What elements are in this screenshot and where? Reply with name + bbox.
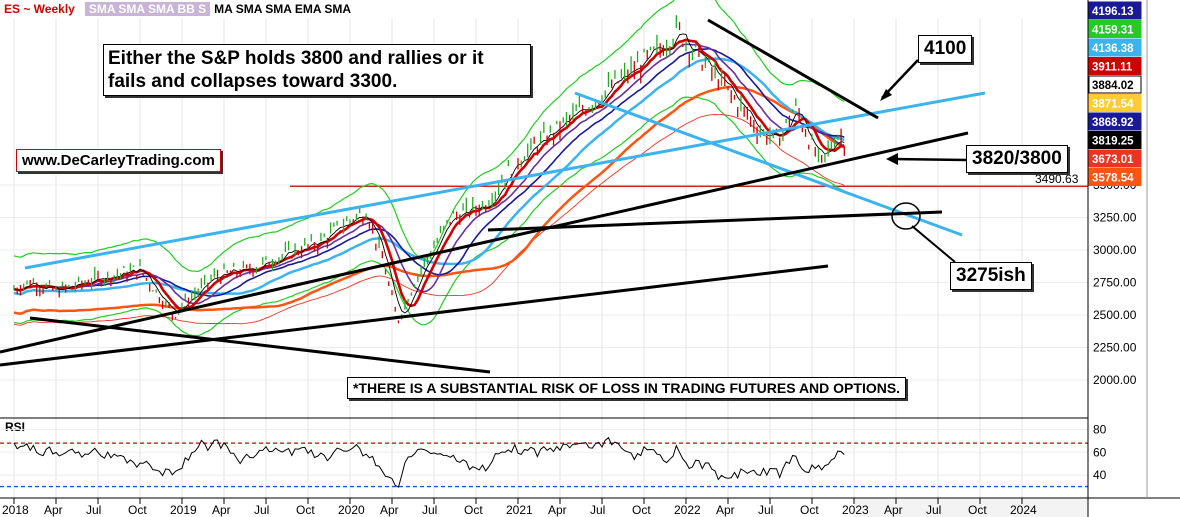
x-tick-label: Jul — [86, 503, 101, 517]
x-tick-label: Jul — [254, 503, 269, 517]
hline-label: 3490.63 — [1035, 172, 1079, 186]
price-label-text: 3911.11 — [1092, 62, 1133, 74]
x-tick-label: Apr — [44, 503, 63, 517]
risk-disclaimer: *THERE IS A SUBSTANTIAL RISK OF LOSS IN … — [347, 377, 907, 399]
price-label-box — [1088, 131, 1142, 149]
lower-envelope — [13, 114, 845, 326]
future-shading — [854, 499, 1088, 517]
x-tick-label: Apr — [884, 503, 903, 517]
blue-trendline-upper — [24, 91, 986, 270]
y-tick-label: 2000.00 — [1093, 373, 1137, 387]
rsi-line — [13, 436, 845, 488]
price-label-box — [1088, 75, 1142, 94]
price-label-box — [1088, 20, 1142, 38]
rsi-label: RSI — [5, 420, 25, 434]
arrow-4100-head — [880, 89, 892, 101]
arrow-3820-head — [886, 153, 898, 165]
x-tick-label: 2019 — [170, 503, 197, 517]
headline-annotation: Either the S&P holds 3800 and rallies or… — [103, 44, 531, 96]
price-label-box — [1088, 94, 1142, 112]
x-tick-label: Apr — [716, 503, 735, 517]
x-tick-label: Oct — [632, 503, 651, 517]
annotation-3820-3800: 3820/3800 — [966, 145, 1068, 173]
indicator-list-highlight[interactable]: SMA SMA SMA BB S — [84, 2, 211, 16]
x-tick-label: 2021 — [506, 503, 533, 517]
black-trendline-downtrend — [707, 18, 879, 120]
chart-header: ES ~ Weekly SMA SMA SMA BB S MA SMA SMA … — [0, 0, 355, 18]
price-label-text: 3819.25 — [1092, 136, 1134, 148]
rsi-tick-label: 40 — [1093, 468, 1107, 482]
x-tick-label: 2024 — [1010, 503, 1037, 517]
black-trendline-decline — [29, 316, 491, 374]
price-label-text: 3673.01 — [1092, 154, 1134, 166]
annotation-3275: 3275ish — [950, 262, 1032, 290]
rsi-tick-label: 80 — [1093, 422, 1107, 436]
bollinger-upper — [13, 0, 845, 273]
rsi-tick-label: 60 — [1093, 445, 1107, 459]
y-tick-label: 2250.00 — [1093, 341, 1137, 355]
x-tick-label: Jul — [926, 503, 941, 517]
x-tick-label: Oct — [968, 503, 987, 517]
y-tick-label: 2750.00 — [1093, 276, 1137, 290]
price-label-text: 3871.54 — [1092, 99, 1134, 111]
x-tick-label: Oct — [128, 503, 147, 517]
rsi-panel: RSI 80 60 40 — [0, 420, 1107, 488]
x-tick-label: Jul — [758, 503, 773, 517]
price-sma-red — [13, 38, 845, 311]
x-tick-label: 2022 — [674, 503, 701, 517]
x-tick-label: Oct — [296, 503, 315, 517]
price-label-box — [1088, 57, 1142, 75]
price-label-text: 4159.31 — [1092, 25, 1134, 37]
y-tick-label: 2500.00 — [1093, 308, 1137, 322]
price-label-text: 3868.92 — [1092, 117, 1134, 129]
price-label-box — [1088, 112, 1142, 131]
x-tick-label: Apr — [380, 503, 399, 517]
black-trendline-short — [487, 210, 943, 232]
symbol-label[interactable]: ES ~ Weekly — [0, 2, 79, 16]
price-label-text: 4196.13 — [1092, 6, 1134, 18]
y-tick-label: 3000.00 — [1093, 243, 1137, 257]
target-circle — [891, 202, 921, 230]
indicator-list[interactable]: MA SMA SMA EMA SMA — [214, 2, 352, 16]
x-tick-label: Oct — [800, 503, 819, 517]
bollinger-lower — [13, 96, 845, 337]
x-tick-label: Jul — [422, 503, 437, 517]
price-label-text: 3578.54 — [1092, 173, 1134, 185]
arrow-3820 — [891, 157, 967, 162]
arrow-3275 — [911, 225, 956, 263]
x-tick-label: 2020 — [338, 503, 365, 517]
y-tick-label: 3250.00 — [1093, 211, 1137, 225]
x-tick-label: Apr — [548, 503, 567, 517]
price-label-box — [1088, 1, 1142, 20]
x-tick-label: Apr — [212, 503, 231, 517]
price-label-box — [1088, 38, 1142, 57]
price-label-text: 4136.38 — [1092, 43, 1134, 55]
x-tick-label: Jul — [590, 503, 605, 517]
blue-trendline-lower — [574, 91, 963, 237]
x-tick-label: Oct — [464, 503, 483, 517]
black-trendline-lower — [0, 264, 829, 367]
x-tick-label: 2023 — [842, 503, 869, 517]
x-tick-label: 2018 — [2, 503, 29, 517]
annotation-4100: 4100 — [918, 35, 973, 63]
price-label-box — [1088, 149, 1142, 168]
price-label-box — [1088, 168, 1142, 186]
price-label-text: 3884.02 — [1092, 80, 1134, 92]
website-annotation: www.DeCarleyTrading.com — [16, 149, 221, 172]
trendlines — [0, 18, 986, 374]
black-trendline-main — [0, 131, 969, 354]
